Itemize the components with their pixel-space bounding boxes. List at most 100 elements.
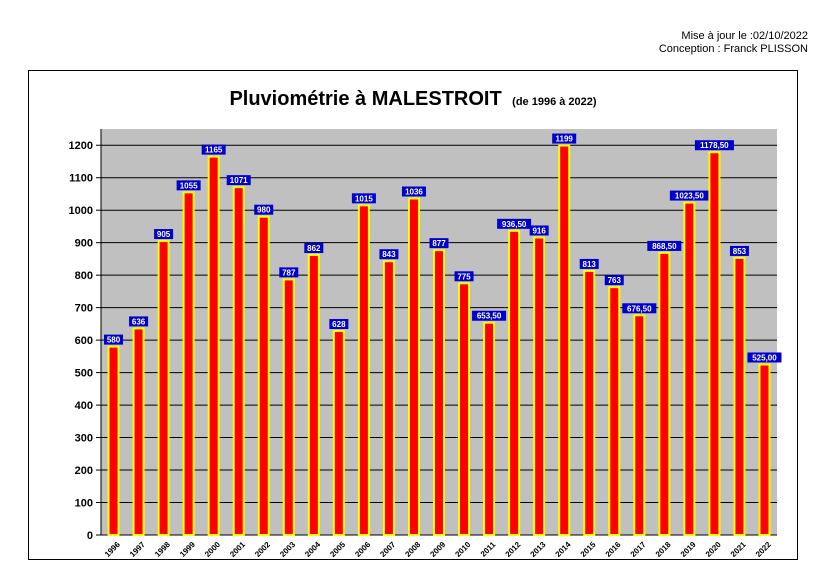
data-label-2016: 763 <box>608 276 622 285</box>
xtick-label-2006: 2006 <box>353 540 372 559</box>
data-label-2006: 1015 <box>355 194 373 203</box>
xtick-label-2019: 2019 <box>679 540 698 559</box>
xtick-label-2011: 2011 <box>479 540 498 559</box>
xtick-label-2015: 2015 <box>579 540 598 559</box>
data-label-bg-2004 <box>304 243 324 254</box>
xtick-label-2001: 2001 <box>228 540 247 559</box>
xtick-label-1997: 1997 <box>128 540 147 559</box>
data-label-bg-1998 <box>154 229 174 240</box>
bar-2010 <box>458 282 471 536</box>
data-label-bg-2013 <box>529 225 549 236</box>
bar-1999 <box>182 191 195 536</box>
xtick-label-2004: 2004 <box>303 540 322 559</box>
xtick-label-2008: 2008 <box>403 540 422 559</box>
data-label-bg-2008 <box>401 186 426 197</box>
xtick-label-2016: 2016 <box>604 540 623 559</box>
data-label-2017: 676,50 <box>627 304 652 313</box>
data-label-2009: 877 <box>432 239 446 248</box>
ytick-label-0: 0 <box>87 530 93 542</box>
bar-2022 <box>758 363 771 537</box>
ytick-label-100: 100 <box>75 498 93 510</box>
data-label-2004: 862 <box>307 244 321 253</box>
bar-2014 <box>558 144 571 537</box>
data-label-2007: 843 <box>382 250 396 259</box>
bar-1997 <box>132 327 145 536</box>
data-label-2003: 787 <box>282 268 296 277</box>
bar-2012 <box>508 229 521 536</box>
data-label-2014: 1199 <box>556 135 574 144</box>
data-label-1996: 580 <box>107 336 121 345</box>
data-label-1999: 1055 <box>180 181 198 190</box>
bar-2009 <box>433 249 445 537</box>
bar-2008 <box>407 197 420 536</box>
data-label-2011: 653,50 <box>477 312 502 321</box>
data-label-2008: 1036 <box>405 188 423 197</box>
chart-frame: Pluviométrie à MALESTROIT (de 1996 à 202… <box>28 70 798 560</box>
author-credit: Conception : Franck PLISSON <box>658 43 808 55</box>
chart-title-main: Pluviométrie à MALESTROIT <box>229 88 501 110</box>
page-meta: Mise à jour le :02/10/2022 Conception : … <box>659 30 808 56</box>
data-label-bg-2018 <box>647 240 682 251</box>
bar-1998 <box>157 240 170 536</box>
xtick-label-2000: 2000 <box>203 540 222 559</box>
ytick-label-200: 200 <box>75 465 93 477</box>
xtick-label-1996: 1996 <box>103 540 122 559</box>
data-label-bg-2001 <box>226 175 251 186</box>
bar-2004 <box>307 254 320 536</box>
bar-2021 <box>733 256 746 537</box>
bar-2005 <box>332 330 345 536</box>
bar-2007 <box>382 260 395 536</box>
data-label-bg-2021 <box>729 245 749 256</box>
xtick-label-2009: 2009 <box>428 540 447 559</box>
bar-2017 <box>633 314 646 536</box>
ytick-label-800: 800 <box>75 270 93 282</box>
data-label-bg-2005 <box>329 319 349 330</box>
data-label-2005: 628 <box>332 320 346 329</box>
data-label-2019: 1023,50 <box>675 192 704 201</box>
xtick-label-1998: 1998 <box>153 540 172 559</box>
bar-2000 <box>207 155 220 536</box>
data-label-bg-2014 <box>552 133 577 144</box>
ytick-label-900: 900 <box>75 238 93 250</box>
xtick-label-2005: 2005 <box>328 540 347 559</box>
data-label-2020: 1178,50 <box>700 141 729 150</box>
data-label-bg-2015 <box>579 258 599 269</box>
data-label-bg-2020 <box>694 140 734 151</box>
data-label-bg-2003 <box>279 267 299 278</box>
xtick-label-2012: 2012 <box>504 540 523 559</box>
data-label-1997: 636 <box>132 317 146 326</box>
ytick-label-300: 300 <box>75 433 93 445</box>
xtick-label-2017: 2017 <box>629 540 648 559</box>
ytick-label-700: 700 <box>75 303 93 315</box>
data-label-bg-2011 <box>472 310 507 321</box>
data-label-bg-2010 <box>454 271 474 282</box>
data-label-bg-2017 <box>622 303 657 314</box>
bar-2019 <box>683 201 696 536</box>
data-label-bg-2022 <box>747 352 782 363</box>
bar-2020 <box>708 151 721 536</box>
data-label-bg-1997 <box>129 316 149 327</box>
ytick-label-1200: 1200 <box>69 140 93 152</box>
data-label-bg-2012 <box>497 218 532 229</box>
xtick-label-2013: 2013 <box>529 540 548 559</box>
ytick-label-500: 500 <box>75 368 93 380</box>
data-label-bg-2002 <box>254 204 274 215</box>
bar-2006 <box>357 204 370 536</box>
data-label-bg-2006 <box>351 193 376 204</box>
data-label-2001: 1071 <box>230 176 248 185</box>
xtick-label-2007: 2007 <box>378 540 397 559</box>
data-label-bg-2000 <box>201 144 226 155</box>
xtick-label-2014: 2014 <box>554 540 573 559</box>
data-label-bg-2009 <box>429 238 449 249</box>
xtick-label-2021: 2021 <box>729 540 748 559</box>
ytick-label-400: 400 <box>75 400 93 412</box>
xtick-label-2010: 2010 <box>453 540 472 559</box>
data-label-2022: 525,00 <box>752 353 777 362</box>
ytick-label-1100: 1100 <box>69 173 93 185</box>
data-label-bg-2007 <box>379 249 399 260</box>
data-label-2015: 813 <box>583 260 597 269</box>
data-label-2021: 853 <box>733 247 747 256</box>
plot-area: 0 100 200 300 400 500 600 700 800 900 1000 1100 1200… <box>69 129 782 559</box>
ytick-label-600: 600 <box>75 335 93 347</box>
bar-2011 <box>483 321 496 536</box>
